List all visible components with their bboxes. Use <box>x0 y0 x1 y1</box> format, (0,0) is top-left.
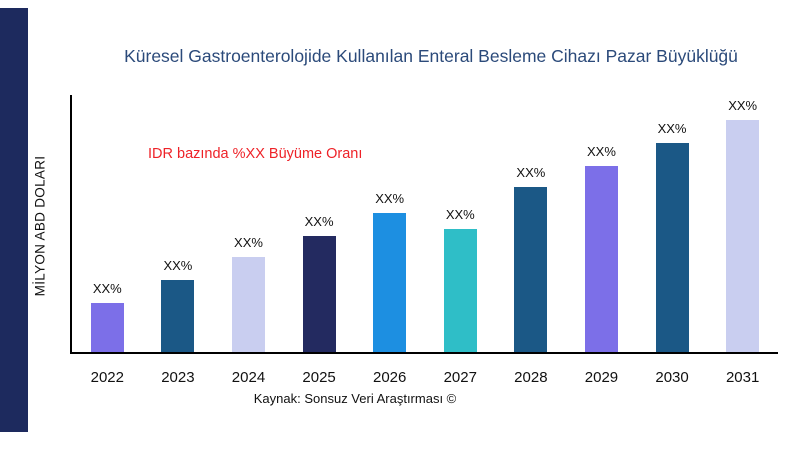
bar-2022 <box>90 303 124 352</box>
x-tick-2024: 2024 <box>231 369 266 386</box>
bar-slot-2023: XX% 2023 <box>143 95 214 386</box>
bar-slot-2029: XX% 2029 <box>566 95 637 386</box>
bar-value-label-2027: XX% <box>445 207 475 222</box>
bar-2024 <box>231 257 265 352</box>
bar-2026 <box>373 213 407 352</box>
bar-2030 <box>655 143 689 352</box>
plot-area: XX% 2022 XX% 2023 XX% 2024 XX% 2025 XX% 2026 XX% 20… <box>70 95 778 386</box>
bar-slot-2031: XX% 2031 <box>707 95 778 386</box>
bar-value-label-2025: XX% <box>304 214 334 229</box>
x-tick-2030: 2030 <box>655 369 689 386</box>
x-tick-2031: 2031 <box>725 369 760 386</box>
y-axis-label: MİLYON ABD DOLARI <box>32 155 48 297</box>
x-tick-2029: 2029 <box>584 369 619 386</box>
bar-2023 <box>161 280 195 352</box>
bar-value-label-2026: XX% <box>375 191 405 206</box>
x-tick-2028: 2028 <box>514 369 548 386</box>
x-tick-2025: 2025 <box>302 369 336 386</box>
bar-2028 <box>514 187 548 352</box>
bar-value-label-2028: XX% <box>516 165 546 180</box>
x-tick-2026: 2026 <box>372 369 407 386</box>
bar-slot-2026: XX% 2026 <box>354 95 425 386</box>
bar-slot-2027: XX% 2027 <box>425 95 496 386</box>
bar-slot-2022: XX% 2022 <box>72 95 143 386</box>
bars-container: XX% 2022 XX% 2023 XX% 2024 XX% 2025 XX% 2026 XX% 20… <box>72 95 778 386</box>
bar-slot-2024: XX% 2024 <box>213 95 284 386</box>
left-accent-stripe <box>0 8 28 432</box>
bar-value-label-2031: XX% <box>728 98 758 113</box>
bar-slot-2028: XX% 2028 <box>496 95 567 386</box>
bar-2031 <box>726 120 760 352</box>
x-tick-2022: 2022 <box>90 369 124 386</box>
chart-title: Küresel Gastroenterolojide Kullanılan En… <box>124 46 738 66</box>
bar-2029 <box>584 166 618 352</box>
bar-slot-2025: XX% 2025 <box>284 95 355 386</box>
source-caption: Kaynak: Sonsuz Veri Araştırması © <box>253 391 457 406</box>
x-tick-2023: 2023 <box>161 369 195 386</box>
growth-rate-annotation: IDR bazında %XX Büyüme Oranı <box>148 146 363 162</box>
bar-value-label-2024: XX% <box>234 235 263 250</box>
bar-2025 <box>302 236 336 352</box>
bar-value-label-2030: XX% <box>657 121 687 136</box>
x-tick-2027: 2027 <box>443 369 477 386</box>
bar-2027 <box>443 229 477 352</box>
bar-value-label-2022: XX% <box>92 281 122 296</box>
bar-value-label-2023: XX% <box>163 258 193 273</box>
bar-value-label-2029: XX% <box>587 144 616 159</box>
bar-slot-2030: XX% 2030 <box>637 95 708 386</box>
